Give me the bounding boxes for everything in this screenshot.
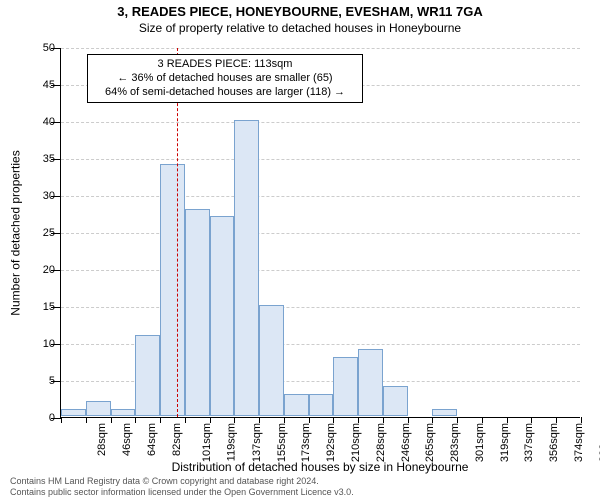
x-tick — [234, 417, 235, 423]
y-tick-label: 0 — [27, 412, 55, 424]
x-tick-label: 82sqm — [171, 423, 183, 456]
footer-attribution: Contains HM Land Registry data © Crown c… — [10, 476, 354, 498]
annotation-box: 3 READES PIECE: 113sqm← 36% of detached … — [87, 54, 363, 103]
gridline — [61, 233, 580, 234]
gridline — [61, 270, 580, 271]
x-tick — [135, 417, 136, 423]
histogram-bar — [185, 209, 210, 416]
gridline — [61, 48, 580, 49]
y-axis-label: Number of detached properties — [8, 48, 24, 418]
x-tick-label: 101sqm — [202, 423, 214, 462]
x-tick — [507, 417, 508, 423]
chart-container: 3, READES PIECE, HONEYBOURNE, EVESHAM, W… — [0, 0, 600, 500]
histogram-bar — [284, 394, 309, 416]
y-tick-label: 40 — [27, 116, 55, 128]
histogram-bar — [86, 401, 111, 416]
histogram-bar — [135, 335, 160, 416]
x-tick — [185, 417, 186, 423]
marker-line — [177, 48, 178, 417]
footer-line-1: Contains HM Land Registry data © Crown c… — [10, 476, 354, 487]
footer-line-2: Contains public sector information licen… — [10, 487, 354, 498]
x-tick — [210, 417, 211, 423]
gridline — [61, 307, 580, 308]
histogram-bar — [383, 386, 408, 416]
x-axis-label: Distribution of detached houses by size … — [60, 460, 580, 474]
x-tick — [432, 417, 433, 423]
x-tick — [531, 417, 532, 423]
histogram-bar — [358, 349, 383, 416]
histogram-bar — [210, 216, 235, 416]
x-tick — [86, 417, 87, 423]
y-tick-label: 15 — [27, 301, 55, 313]
x-tick-label: 356sqm — [548, 423, 560, 462]
histogram-bar — [333, 357, 358, 416]
x-tick-label: 28sqm — [96, 423, 108, 456]
y-tick-label: 35 — [27, 153, 55, 165]
x-tick-label: 64sqm — [146, 423, 158, 456]
chart-title: 3, READES PIECE, HONEYBOURNE, EVESHAM, W… — [0, 0, 600, 19]
x-tick-label: 155sqm — [276, 423, 288, 462]
plot-area: 0510152025303540455028sqm46sqm64sqm82sqm… — [60, 48, 580, 418]
y-tick-label: 30 — [27, 190, 55, 202]
histogram-bar — [111, 409, 136, 416]
x-tick — [284, 417, 285, 423]
x-tick-label: 283sqm — [449, 423, 461, 462]
annotation-line: ← 36% of detached houses are smaller (65… — [94, 72, 356, 86]
y-tick-label: 5 — [27, 375, 55, 387]
x-tick — [408, 417, 409, 423]
annotation-line: 3 READES PIECE: 113sqm — [94, 58, 356, 72]
x-tick — [160, 417, 161, 423]
gridline — [61, 159, 580, 160]
x-tick-label: 374sqm — [573, 423, 585, 462]
y-tick-label: 50 — [27, 42, 55, 54]
gridline — [61, 122, 580, 123]
annotation-line: 64% of semi-detached houses are larger (… — [94, 86, 356, 100]
x-tick-label: 192sqm — [325, 423, 337, 462]
x-tick — [111, 417, 112, 423]
y-tick-label: 45 — [27, 79, 55, 91]
x-tick — [333, 417, 334, 423]
x-tick-label: 119sqm — [226, 423, 238, 461]
histogram-bar — [259, 305, 284, 416]
x-tick — [581, 417, 582, 423]
x-tick — [482, 417, 483, 423]
y-tick-label: 20 — [27, 264, 55, 276]
x-tick — [259, 417, 260, 423]
x-tick-label: 173sqm — [301, 423, 313, 462]
x-tick-label: 265sqm — [424, 423, 436, 462]
x-tick — [61, 417, 62, 423]
histogram-bar — [61, 409, 86, 416]
x-tick-label: 210sqm — [350, 423, 362, 462]
histogram-bar — [309, 394, 334, 416]
histogram-bar — [234, 120, 259, 416]
x-tick-label: 137sqm — [251, 423, 263, 462]
plot: 0510152025303540455028sqm46sqm64sqm82sqm… — [60, 48, 580, 418]
x-tick — [556, 417, 557, 423]
x-tick — [309, 417, 310, 423]
x-tick-label: 228sqm — [375, 423, 387, 462]
gridline — [61, 196, 580, 197]
histogram-bar — [432, 409, 457, 416]
x-tick-label: 319sqm — [499, 423, 511, 462]
chart-subtitle: Size of property relative to detached ho… — [0, 19, 600, 35]
x-tick — [358, 417, 359, 423]
x-tick — [383, 417, 384, 423]
x-tick-label: 337sqm — [523, 423, 535, 462]
y-tick-label: 10 — [27, 338, 55, 350]
x-tick-label: 301sqm — [474, 423, 486, 462]
x-tick-label: 246sqm — [400, 423, 412, 462]
y-tick-label: 25 — [27, 227, 55, 239]
x-tick — [457, 417, 458, 423]
histogram-bar — [160, 164, 185, 416]
x-tick-label: 46sqm — [121, 423, 133, 456]
